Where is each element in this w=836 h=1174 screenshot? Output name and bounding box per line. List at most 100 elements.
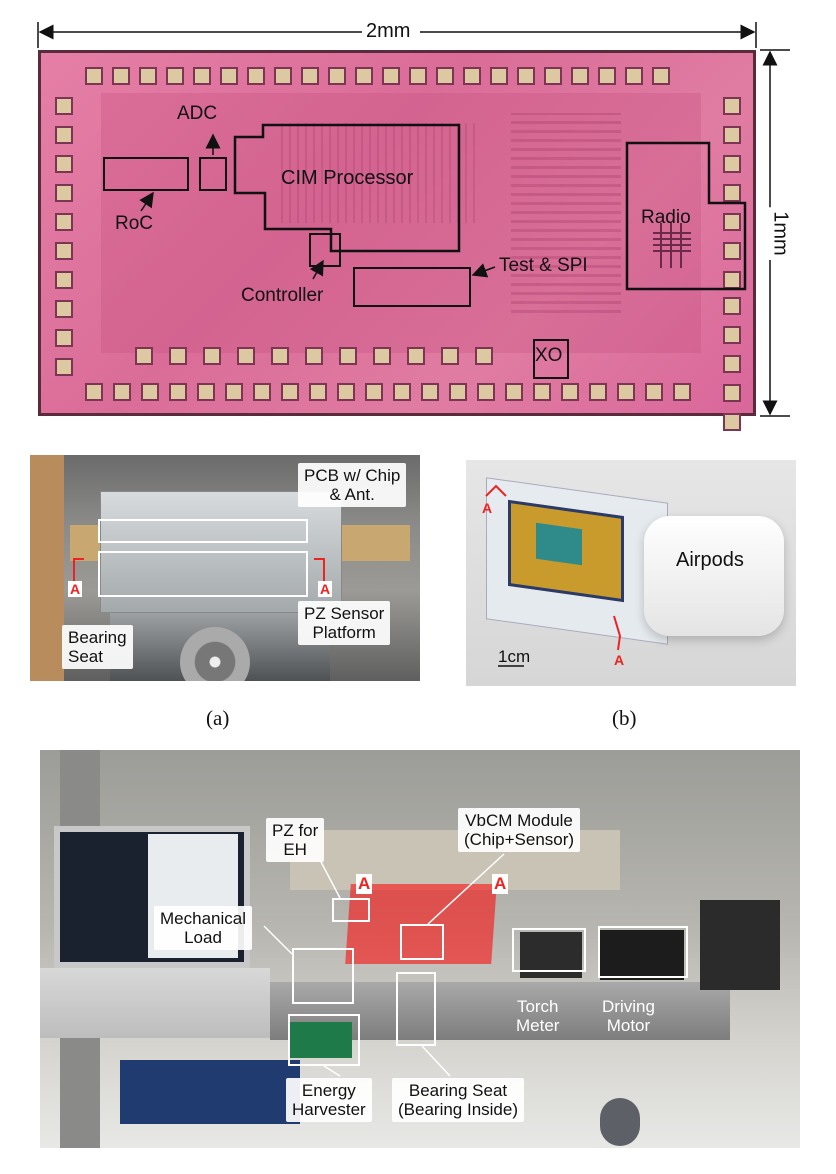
- bond-pad: [203, 347, 221, 365]
- bond-pad: [598, 67, 616, 85]
- bond-pad: [533, 383, 551, 401]
- test-spi-label: Test & SPI: [499, 255, 588, 276]
- bearing-seat-inside-label: Bearing Seat (Bearing Inside): [392, 1078, 525, 1122]
- bearing-bolt: [180, 627, 250, 681]
- bond-pad: [652, 67, 670, 85]
- die-core-area: [101, 93, 701, 353]
- bond-pad: [723, 355, 741, 373]
- airpods-case: [644, 516, 784, 636]
- bond-pad: [237, 347, 255, 365]
- test-spi-block: [353, 267, 471, 307]
- bond-pad: [517, 67, 535, 85]
- bond-pad: [169, 347, 187, 365]
- torch-meter-box: [512, 928, 586, 972]
- die-width-label: 2mm: [362, 20, 415, 43]
- bond-pad: [309, 383, 327, 401]
- photo-c-test-setup: PZ for EH VbCM Module (Chip+Sensor) Mech…: [40, 750, 800, 1148]
- section-marker-a-left: A: [68, 581, 83, 597]
- energy-harvester-box: [288, 1014, 360, 1066]
- bond-pad: [305, 347, 323, 365]
- bond-pad: [220, 67, 238, 85]
- photo-a-sensor-platform: PCB w/ Chip & Ant. PZ Sensor Platform Be…: [30, 455, 420, 681]
- leader-lines-c: [263, 853, 505, 1077]
- bond-pad: [55, 271, 73, 289]
- bond-pad: [139, 67, 157, 85]
- caption-a: (a): [206, 706, 230, 730]
- pz-platform-highlight-box: [98, 551, 308, 597]
- energy-harvester-board: [290, 1022, 352, 1058]
- bond-pad: [673, 383, 691, 401]
- driving-motor-label: Driving Motor: [602, 997, 655, 1035]
- photo-b-module-vs-airpods: Airpods 1cm A A: [466, 460, 796, 686]
- laptop-keyboard: [40, 968, 270, 1038]
- bond-pad: [505, 383, 523, 401]
- bond-pad: [55, 242, 73, 260]
- pz-eh-box: [332, 898, 370, 922]
- xo-block: [533, 339, 569, 379]
- bond-pad: [421, 383, 439, 401]
- bond-pad: [723, 326, 741, 344]
- bond-pad: [436, 67, 454, 85]
- pz-eh-label: PZ for EH: [266, 818, 325, 862]
- bond-pad: [409, 67, 427, 85]
- bond-pad: [441, 347, 459, 365]
- xo-label: XO: [535, 345, 563, 366]
- fpga-board: [120, 1060, 300, 1124]
- bond-pad: [85, 383, 103, 401]
- bond-pad: [723, 384, 741, 402]
- energy-harvester-label: Energy Harvester: [286, 1078, 372, 1122]
- driving-motor-box: [598, 926, 688, 978]
- bond-pad: [490, 67, 508, 85]
- die-texture: [281, 123, 481, 223]
- bond-pad: [253, 383, 271, 401]
- bond-pad: [113, 383, 131, 401]
- bond-pad: [55, 126, 73, 144]
- bond-pad: [723, 126, 741, 144]
- bond-pad: [544, 67, 562, 85]
- bond-pad: [373, 347, 391, 365]
- bond-pad: [55, 300, 73, 318]
- shelf-rack: [30, 455, 64, 681]
- radio-outline: [625, 141, 747, 291]
- bond-pad: [55, 329, 73, 347]
- bond-pad: [247, 67, 265, 85]
- computer-mouse: [600, 1098, 640, 1146]
- vbcm-module-label: VbCM Module (Chip+Sensor): [458, 808, 581, 852]
- bond-pad: [625, 67, 643, 85]
- bond-pad: [55, 184, 73, 202]
- bond-pad: [337, 383, 355, 401]
- mechanical-load-box: [292, 948, 354, 1004]
- roc-block: [103, 157, 189, 191]
- section-marker-a-top: A: [482, 500, 493, 516]
- bond-pad: [339, 347, 357, 365]
- die-texture: [511, 113, 621, 313]
- bond-pad: [561, 383, 579, 401]
- bond-pad: [85, 67, 103, 85]
- bond-pad: [197, 383, 215, 401]
- mechanical-load-label: Mechanical Load: [154, 906, 252, 950]
- pcb-highlight-box: [98, 519, 308, 543]
- bearing-seat-box: [396, 972, 436, 1046]
- bond-pad: [55, 213, 73, 231]
- bond-pad: [645, 383, 663, 401]
- section-cut-markers: [73, 558, 325, 581]
- cim-processor-label: CIM Processor: [281, 167, 414, 189]
- bond-pad: [271, 347, 289, 365]
- caption-b: (b): [612, 706, 637, 730]
- scale-bar-label: 1cm: [498, 647, 531, 666]
- bond-pad: [193, 67, 211, 85]
- bond-pad: [166, 67, 184, 85]
- bond-pad: [225, 383, 243, 401]
- bond-pad: [571, 67, 589, 85]
- section-marker-a-bottom: A: [614, 652, 625, 668]
- bond-pad: [407, 347, 425, 365]
- adc-block: [199, 157, 227, 191]
- bond-pad: [55, 155, 73, 173]
- bond-pad: [617, 383, 635, 401]
- bond-pad: [281, 383, 299, 401]
- bond-pad: [449, 383, 467, 401]
- die-dimension-arrows: [37, 22, 790, 417]
- section-marker-a-right-c: A: [492, 874, 509, 894]
- bond-pad: [723, 155, 741, 173]
- bond-pad: [723, 242, 741, 260]
